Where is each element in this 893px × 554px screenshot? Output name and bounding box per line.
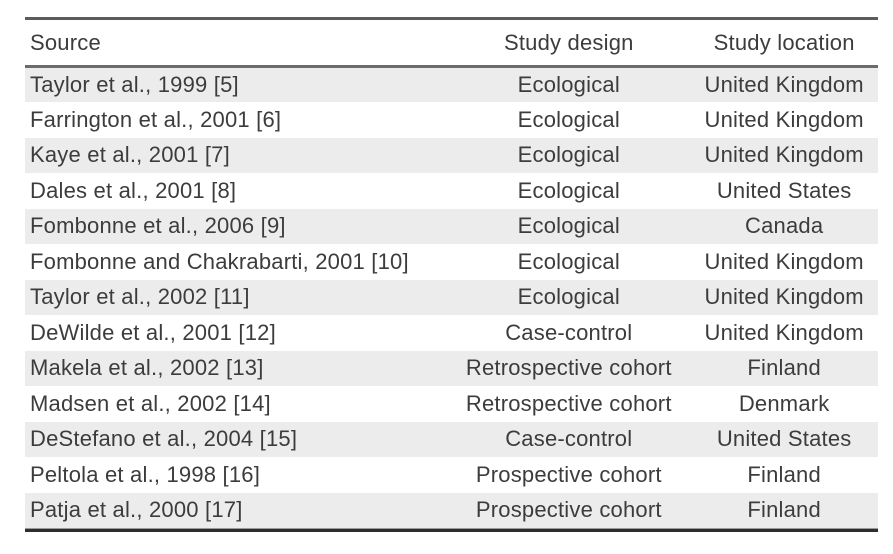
studies-table: Source Study design Study location Taylo… [25,17,878,528]
cell-location: United Kingdom [704,142,864,168]
table-bottom-rule [25,528,878,532]
cell-source: DeStefano et al., 2004 [15] [30,426,298,452]
table-row: Fombonne et al., 2006 [9] Ecological Can… [25,208,878,244]
table-header: Source Study design Study location [25,18,878,68]
cell-location: United Kingdom [704,319,864,345]
cell-design: Ecological [517,72,620,97]
col-header-location: Study location [690,18,878,68]
cell-source: Madsen et al., 2002 [14] [30,390,271,416]
cell-design: Ecological [517,177,620,203]
table-row: Madsen et al., 2002 [14] Retrospective c… [25,386,878,422]
cell-design: Ecological [517,142,620,168]
cell-source: Fombonne et al., 2006 [9] [30,213,286,239]
cell-location: United Kingdom [704,284,864,310]
cell-location: Finland [747,461,821,487]
table-body: Taylor et al., 1999 [5] Ecological Unite… [25,66,878,528]
col-header-design: Study design [447,18,691,68]
cell-source: Makela et al., 2002 [13] [30,355,264,381]
cell-design: Prospective cohort [475,461,662,487]
table-row: Taylor et al., 2002 [11] Ecological Unit… [25,279,878,315]
cell-design: Case-control [505,426,633,452]
cell-source: DeWilde et al., 2001 [12] [30,319,276,345]
cell-location: Canada [745,213,824,239]
cell-source: Dales et al., 2001 [8] [30,177,237,203]
cell-location: United States [716,177,852,203]
table-row: Farrington et al., 2001 [6] Ecological U… [25,102,878,138]
cell-location: Finland [747,355,821,381]
header-row: Source Study design Study location [25,18,878,68]
cell-design: Ecological [517,284,620,310]
cell-source: Peltola et al., 1998 [16] [30,461,261,487]
cell-source: Fombonne and Chakrabarti, 2001 [10] [30,248,409,274]
table-row: DeStefano et al., 2004 [15] Case-control… [25,421,878,457]
cell-source: Farrington et al., 2001 [6] [30,106,282,132]
cell-location: United Kingdom [704,248,864,274]
cell-source: Kaye et al., 2001 [7] [30,142,230,168]
table-row: Taylor et al., 1999 [5] Ecological Unite… [25,66,878,102]
cell-design: Prospective cohort [475,497,662,523]
cell-design: Ecological [517,106,620,132]
cell-source: Taylor et al., 1999 [5] [30,72,239,97]
cell-source: Patja et al., 2000 [17] [30,497,243,523]
table-row: Patja et al., 2000 [17] Prospective coho… [25,492,878,528]
table-row: Peltola et al., 1998 [16] Prospective co… [25,457,878,493]
cell-design: Case-control [505,319,633,345]
cell-design: Ecological [517,213,620,239]
cell-source: Taylor et al., 2002 [11] [30,284,250,310]
cell-design: Retrospective cohort [465,355,672,381]
col-header-source: Source [25,18,448,68]
studies-table-figure: Source Study design Study location Taylo… [25,17,878,532]
table-row: DeWilde et al., 2001 [12] Case-control U… [25,315,878,351]
table-row: Makela et al., 2002 [13] Retrospective c… [25,350,878,386]
cell-design: Retrospective cohort [465,390,672,416]
cell-location: Finland [747,497,821,523]
table-row: Dales et al., 2001 [8] Ecological United… [25,173,878,209]
cell-location: United Kingdom [704,72,864,97]
cell-location: United Kingdom [704,106,864,132]
cell-location: United States [716,426,852,452]
cell-location: Denmark [738,390,830,416]
cell-design: Ecological [517,248,620,274]
table-row: Kaye et al., 2001 [7] Ecological United … [25,137,878,173]
table-row: Fombonne and Chakrabarti, 2001 [10] Ecol… [25,244,878,280]
